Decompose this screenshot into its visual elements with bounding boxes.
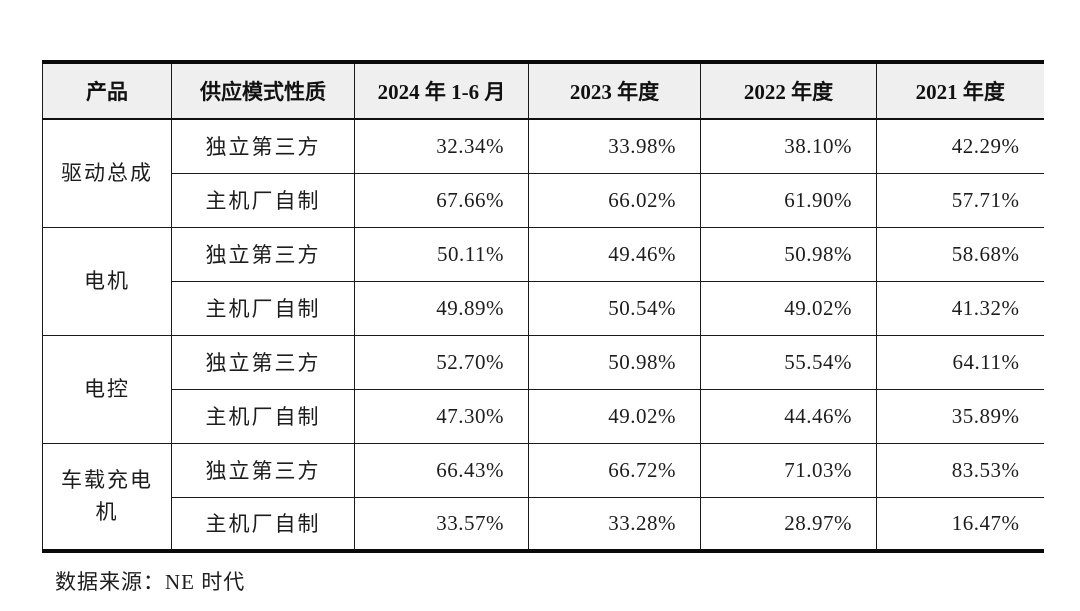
header-row: 产品 供应模式性质 2024 年 1-6 月 2023 年度 2022 年度 2… — [42, 61, 1044, 120]
value-cell: 67.66% — [354, 172, 529, 228]
value-cell: 55.54% — [700, 334, 877, 390]
value-cell: 83.53% — [876, 442, 1044, 498]
value-cell: 66.43% — [354, 442, 529, 498]
data-source-note: 数据来源：NE 时代 — [55, 570, 246, 594]
value-cell: 57.71% — [876, 172, 1044, 228]
value-cell: 33.57% — [354, 496, 529, 552]
value-cell: 49.46% — [528, 226, 701, 282]
product-cell: 车载充电 机 — [42, 442, 172, 552]
value-cell: 41.32% — [876, 280, 1044, 336]
table-row: 电机 独立第三方 50.11% 49.46% 50.98% 58.68% — [42, 226, 1044, 336]
column-header-product: 产品 — [42, 61, 172, 120]
value-cell: 50.98% — [528, 334, 701, 390]
table-row: 主机厂自制 33.57% 33.28% 28.97% 16.47% — [43, 496, 1044, 552]
table-body: 驱动总成 独立第三方 32.34% 33.98% 38.10% 42.29% 主… — [42, 118, 1044, 552]
mode-cell: 主机厂自制 — [171, 388, 355, 444]
column-header-2023: 2023 年度 — [528, 61, 701, 120]
mode-cell: 主机厂自制 — [171, 172, 355, 228]
value-cell: 32.34% — [354, 118, 529, 174]
product-cell: 电控 — [42, 334, 172, 444]
value-cell: 28.97% — [700, 496, 877, 552]
value-cell: 44.46% — [700, 388, 877, 444]
value-cell: 71.03% — [700, 442, 877, 498]
value-cell: 38.10% — [700, 118, 877, 174]
table-row: 车载充电 机 独立第三方 66.43% 66.72% 71.03% 83.53% — [42, 442, 1044, 552]
value-cell: 64.11% — [876, 334, 1044, 390]
supply-mode-table-container: 产品 供应模式性质 2024 年 1-6 月 2023 年度 2022 年度 2… — [42, 60, 1044, 553]
value-cell: 58.68% — [876, 226, 1044, 282]
mode-cell: 独立第三方 — [171, 118, 355, 174]
table-header: 产品 供应模式性质 2024 年 1-6 月 2023 年度 2022 年度 2… — [42, 61, 1044, 120]
value-cell: 33.28% — [528, 496, 701, 552]
table-row: 电控 独立第三方 52.70% 50.98% 55.54% 64.11% — [42, 334, 1044, 444]
value-cell: 35.89% — [876, 388, 1044, 444]
column-header-2022: 2022 年度 — [700, 61, 877, 120]
table-row: 主机厂自制 67.66% 66.02% 61.90% 57.71% — [43, 172, 1044, 228]
mode-cell: 主机厂自制 — [171, 496, 355, 552]
mode-cell: 独立第三方 — [171, 334, 355, 390]
mode-cell: 独立第三方 — [171, 226, 355, 282]
value-cell: 66.72% — [528, 442, 701, 498]
mode-cell: 独立第三方 — [171, 442, 355, 498]
value-cell: 50.98% — [700, 226, 877, 282]
value-cell: 49.02% — [528, 388, 701, 444]
value-cell: 61.90% — [700, 172, 877, 228]
value-cell: 50.11% — [354, 226, 529, 282]
product-cell: 电机 — [42, 226, 172, 336]
value-cell: 66.02% — [528, 172, 701, 228]
product-cell: 驱动总成 — [42, 118, 172, 228]
value-cell: 42.29% — [876, 118, 1044, 174]
value-cell: 16.47% — [876, 496, 1044, 552]
value-cell: 47.30% — [354, 388, 529, 444]
column-header-2024h1: 2024 年 1-6 月 — [354, 61, 529, 120]
supply-mode-share-table: 产品 供应模式性质 2024 年 1-6 月 2023 年度 2022 年度 2… — [42, 60, 1044, 553]
value-cell: 52.70% — [354, 334, 529, 390]
value-cell: 33.98% — [528, 118, 701, 174]
value-cell: 50.54% — [528, 280, 701, 336]
table-row: 主机厂自制 49.89% 50.54% 49.02% 41.32% — [43, 280, 1044, 336]
column-header-2021: 2021 年度 — [876, 61, 1044, 120]
column-header-supply-mode: 供应模式性质 — [171, 61, 355, 120]
value-cell: 49.02% — [700, 280, 877, 336]
mode-cell: 主机厂自制 — [171, 280, 355, 336]
table-row: 驱动总成 独立第三方 32.34% 33.98% 38.10% 42.29% — [42, 118, 1044, 228]
table-row: 主机厂自制 47.30% 49.02% 44.46% 35.89% — [43, 388, 1044, 444]
value-cell: 49.89% — [354, 280, 529, 336]
